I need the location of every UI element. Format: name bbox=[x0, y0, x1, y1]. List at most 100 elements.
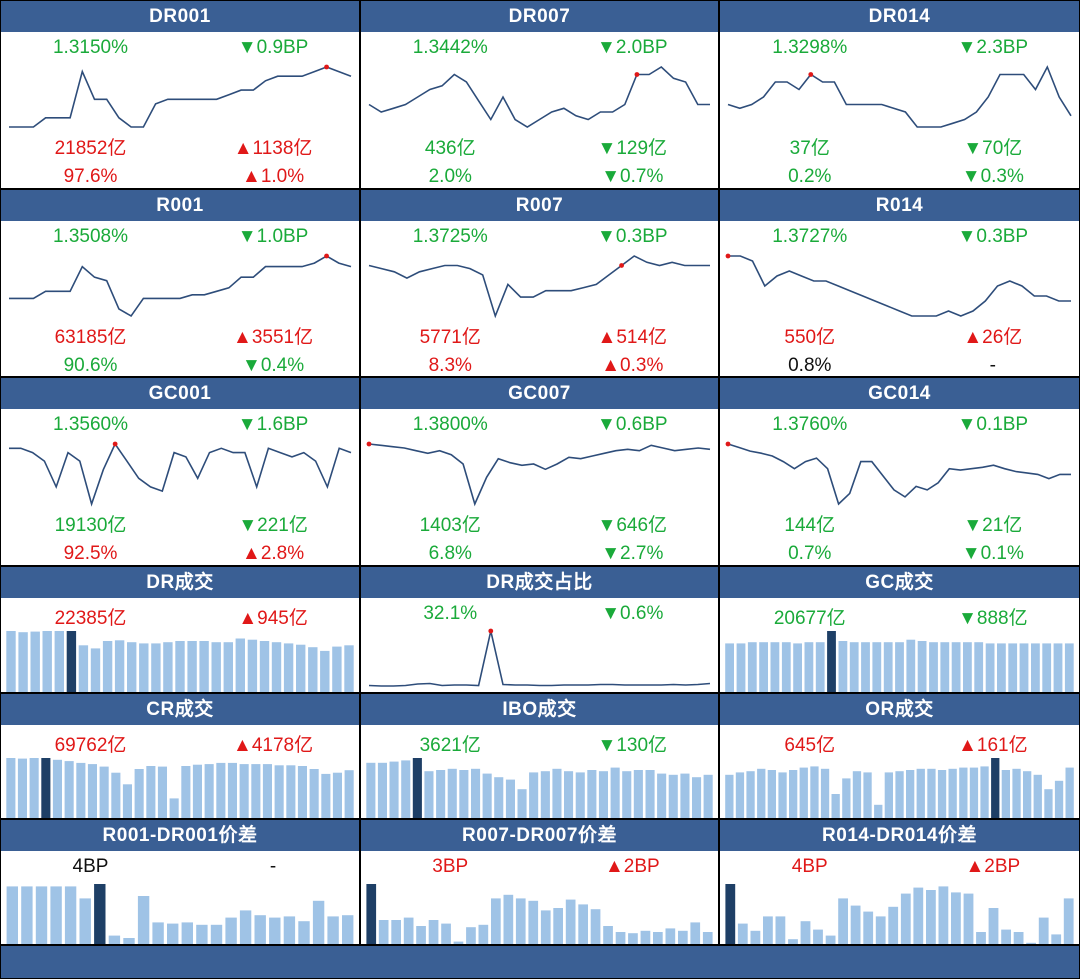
rate-change: ▼0.9BP bbox=[237, 37, 309, 58]
panel-title: DR成交 bbox=[1, 567, 359, 598]
bar-chart bbox=[725, 631, 1074, 692]
rate-value: 1.3725% bbox=[412, 226, 488, 247]
r007_dr007_spread-bar bbox=[416, 926, 426, 944]
or_volume-bar bbox=[820, 768, 830, 818]
dr_volume-bar bbox=[139, 643, 149, 692]
r014_dr014_spread-bar bbox=[850, 905, 861, 944]
or_volume-bar bbox=[852, 771, 862, 818]
panel-r007_dr007_spread: R007-DR007价差 3BP ▲2BP bbox=[361, 820, 718, 944]
share-value: 0.7% bbox=[788, 543, 832, 564]
or_volume-bar bbox=[937, 770, 947, 818]
rate-change: ▼1.6BP bbox=[237, 414, 309, 435]
r001-series-line bbox=[9, 255, 352, 318]
gc_volume-bar bbox=[815, 642, 825, 692]
r001_dr001_spread-bar bbox=[312, 900, 325, 944]
cr_volume-bar bbox=[52, 759, 62, 818]
ibo_volume-bar bbox=[703, 774, 713, 818]
dr_volume-bar bbox=[223, 642, 233, 692]
cr_volume-bar bbox=[286, 765, 296, 818]
volume-change: ▲26亿 bbox=[963, 327, 1023, 348]
dr_volume-bar bbox=[54, 631, 64, 692]
cr_volume-bar bbox=[87, 764, 97, 818]
volume-change: ▼129亿 bbox=[597, 138, 668, 159]
dr_volume-bar bbox=[163, 642, 173, 692]
line-chart bbox=[725, 253, 1071, 317]
cr_volume-bar bbox=[29, 758, 39, 818]
r014_dr014_spread-bar bbox=[775, 916, 786, 944]
gc_volume-bar bbox=[906, 639, 916, 692]
r007_dr007_spread-bar bbox=[403, 917, 414, 944]
or_volume-bar bbox=[1033, 774, 1042, 818]
right-value: ▲161亿 bbox=[958, 735, 1028, 756]
or_volume-bar bbox=[831, 794, 840, 818]
r007_dr007_spread-bar bbox=[503, 894, 514, 944]
rate-change: ▼0.3BP bbox=[957, 226, 1029, 247]
r001_dr001_spread-bar bbox=[167, 923, 179, 944]
panel-title: GC成交 bbox=[720, 567, 1079, 598]
ibo_volume-bar bbox=[505, 779, 515, 818]
rate-change: ▼2.3BP bbox=[957, 37, 1029, 58]
panel-gc001: GC001 1.3560% ▼1.6BP 19130亿 ▼221亿 92.5% ▲2.8% bbox=[1, 378, 359, 565]
volume-value: 63185亿 bbox=[54, 327, 127, 348]
dr_volume-bar bbox=[271, 642, 282, 692]
or_volume-bar bbox=[1001, 770, 1010, 818]
cr_volume-bar bbox=[122, 784, 132, 818]
r014_dr014_spread-bar bbox=[800, 921, 811, 944]
cr_volume-bar bbox=[227, 762, 237, 818]
gc_volume-bar bbox=[1064, 643, 1074, 692]
right-value: ▲2BP bbox=[965, 856, 1021, 877]
share-value: 92.5% bbox=[63, 543, 118, 564]
ibo_volume-bar bbox=[366, 762, 376, 818]
r014_dr014_spread-bar bbox=[737, 923, 748, 944]
r014_dr014_spread-bar bbox=[938, 886, 949, 944]
dr_volume-bar bbox=[283, 643, 294, 692]
gc_volume-bar bbox=[747, 642, 757, 692]
gc001-series-line bbox=[9, 442, 352, 507]
gc_volume-bar bbox=[736, 643, 746, 692]
panel-or_volume: OR成交 645亿 ▲161亿 bbox=[720, 694, 1079, 818]
ibo_volume-bar bbox=[575, 772, 585, 818]
dr_volume-bar bbox=[187, 641, 197, 692]
panel-title: R001-DR001价差 bbox=[1, 820, 359, 851]
gc_volume-bar bbox=[883, 642, 893, 692]
or_volume-bar bbox=[927, 768, 936, 818]
r007_dr007_spread-bar bbox=[628, 933, 638, 944]
gc014-marker-point bbox=[725, 441, 731, 447]
line-chart bbox=[9, 441, 352, 507]
dr_volume-bar bbox=[211, 642, 221, 692]
volume-change: ▲514亿 bbox=[597, 327, 668, 348]
cr_volume-bar bbox=[332, 772, 342, 818]
rate-value: 1.3560% bbox=[52, 414, 129, 435]
volume-change: ▲3551亿 bbox=[233, 327, 314, 348]
r001_dr001_spread-bar bbox=[181, 922, 193, 944]
line-chart bbox=[368, 628, 711, 687]
panel-title: R001 bbox=[1, 190, 359, 221]
share-change: ▼0.7% bbox=[601, 166, 664, 187]
line-chart bbox=[368, 255, 710, 319]
volume-change: ▼70亿 bbox=[963, 138, 1023, 159]
gc_volume-bar bbox=[838, 641, 848, 692]
dr_volume-bar bbox=[175, 641, 185, 692]
volume-change: ▼21亿 bbox=[963, 515, 1023, 536]
left-value: 32.1% bbox=[423, 603, 478, 624]
ibo_volume-bar bbox=[471, 768, 481, 818]
line-chart bbox=[9, 64, 352, 128]
dr007-series-line bbox=[368, 66, 710, 128]
r001_dr001_spread-bar bbox=[196, 924, 208, 944]
r001_dr001_spread-bar bbox=[79, 898, 91, 944]
dr_volume-bar bbox=[66, 631, 77, 692]
dr_volume-bar bbox=[235, 638, 245, 692]
r007_dr007_spread-bar bbox=[578, 904, 588, 944]
r001_dr001_spread-bar bbox=[35, 886, 48, 944]
dr014-series-line bbox=[727, 65, 1072, 128]
ibo_volume-bar bbox=[587, 770, 597, 818]
r007_dr007_spread-bar bbox=[378, 920, 389, 944]
r001_dr001_spread-bar bbox=[94, 884, 106, 944]
or_volume-bar bbox=[1065, 767, 1074, 818]
bar-chart bbox=[6, 631, 354, 692]
volume-change: ▼646亿 bbox=[597, 515, 668, 536]
ibo_volume-bar bbox=[657, 773, 667, 818]
gc_volume-bar bbox=[793, 643, 802, 692]
panel-r014_dr014_spread: R014-DR014价差 4BP ▲2BP bbox=[720, 820, 1079, 944]
gc_volume-bar bbox=[1031, 643, 1040, 692]
